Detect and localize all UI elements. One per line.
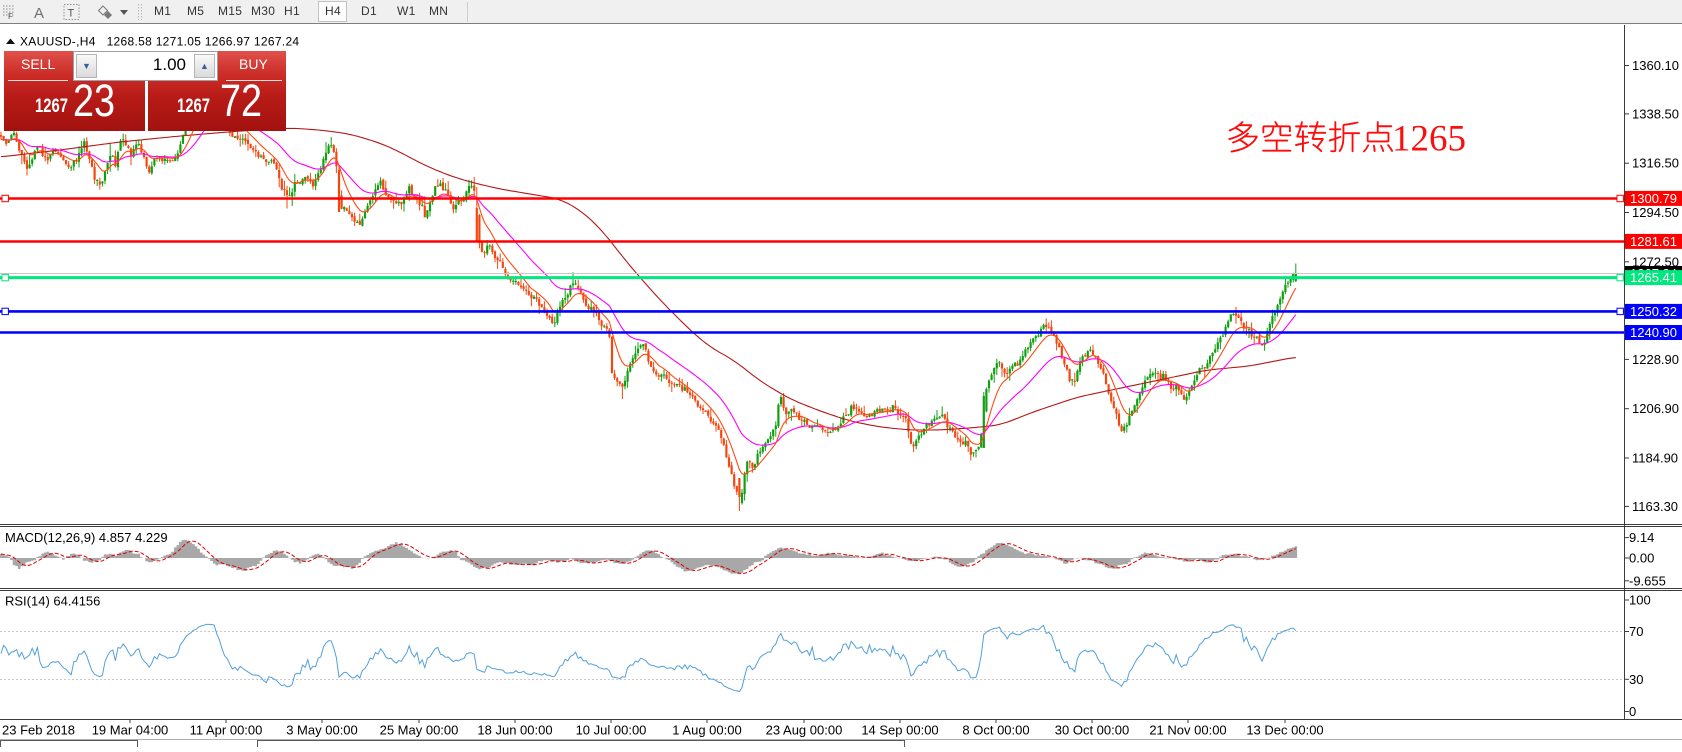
svg-text:F: F [8,12,13,21]
svg-text:21 Nov 00:00: 21 Nov 00:00 [1149,723,1226,738]
svg-text:1294.50: 1294.50 [1632,205,1679,220]
svg-text:30: 30 [1629,672,1643,687]
svg-text:-9.655: -9.655 [1629,573,1666,588]
svg-text:1184.90: 1184.90 [1632,451,1678,466]
svg-text:RSI(14) 64.4156: RSI(14) 64.4156 [5,594,100,609]
svg-text:A: A [34,5,44,22]
svg-text:18 Jun 00:00: 18 Jun 00:00 [477,723,552,738]
svg-text:1338.50: 1338.50 [1632,106,1679,121]
svg-text:3 May 00:00: 3 May 00:00 [286,723,358,738]
svg-text:0: 0 [1629,704,1636,719]
svg-text:23 Aug 00:00: 23 Aug 00:00 [766,723,843,738]
svg-text:8 Oct 00:00: 8 Oct 00:00 [962,723,1029,738]
svg-text:MACD(12,26,9) 4.857 4.229: MACD(12,26,9) 4.857 4.229 [5,530,168,545]
svg-text:1281.61: 1281.61 [1630,234,1677,249]
svg-text:23 Feb 2018: 23 Feb 2018 [2,723,75,738]
svg-text:T: T [68,8,75,20]
svg-text:1240.90: 1240.90 [1630,325,1677,340]
svg-text:25 May 00:00: 25 May 00:00 [380,723,459,738]
svg-text:70: 70 [1629,624,1643,639]
svg-text:13 Dec 00:00: 13 Dec 00:00 [1246,723,1323,738]
svg-text:1250.32: 1250.32 [1630,304,1677,319]
svg-text:1300.79: 1300.79 [1630,191,1677,206]
svg-text:1272.50: 1272.50 [1632,254,1679,269]
svg-text:XAUUSD-,H4 1268.58 1271.05 1: XAUUSD-,H4 1268.58 1271.05 1266.97 1267.… [20,35,299,49]
svg-text:0.00: 0.00 [1629,551,1654,566]
svg-text:10 Jul 00:00: 10 Jul 00:00 [576,723,647,738]
svg-text:1265: 1265 [1392,119,1466,160]
svg-text:30 Oct 00:00: 30 Oct 00:00 [1055,723,1129,738]
svg-text:100: 100 [1629,593,1651,608]
svg-text:11 Apr 00:00: 11 Apr 00:00 [190,723,263,738]
svg-text:19 Mar 04:00: 19 Mar 04:00 [92,723,169,738]
svg-text:1360.10: 1360.10 [1632,58,1679,73]
svg-text:9.14: 9.14 [1629,530,1654,545]
svg-text:1163.30: 1163.30 [1632,499,1678,514]
svg-text:1265.41: 1265.41 [1630,270,1677,285]
svg-text:14 Sep 00:00: 14 Sep 00:00 [861,723,938,738]
svg-text:1206.90: 1206.90 [1632,401,1679,416]
svg-text:1228.90: 1228.90 [1632,352,1679,367]
svg-text:1 Aug 00:00: 1 Aug 00:00 [672,723,741,738]
svg-text:1316.50: 1316.50 [1632,156,1679,171]
